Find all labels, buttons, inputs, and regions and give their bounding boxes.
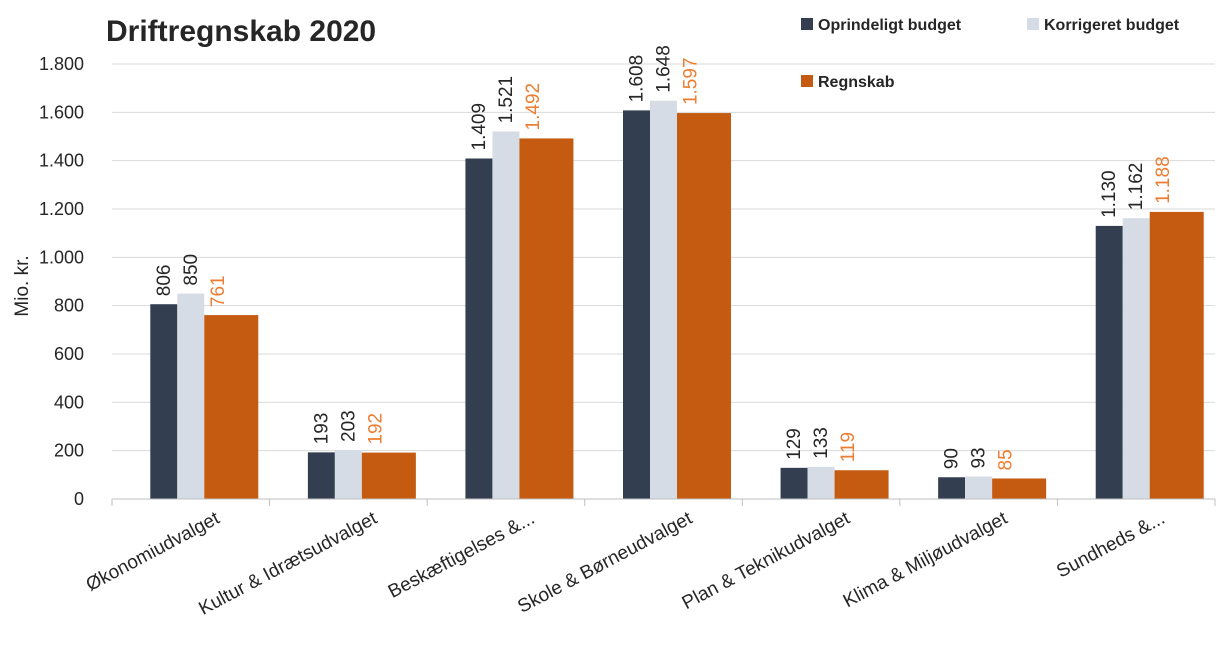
y-tick-label: 1.400 — [39, 151, 84, 171]
y-axis-ticks: 0 200 400 600 800 1.000 1.200 1.400 1.600 1.800 — [39, 54, 84, 509]
x-tick-label: Plan & Teknikudvalget — [679, 508, 854, 614]
bar-oprindeligt-budget — [150, 304, 178, 499]
bar-oprindeligt-budget — [465, 158, 493, 499]
legend-label: Regnskab — [818, 74, 895, 91]
y-tick-label: 1.000 — [39, 247, 84, 267]
x-tick-label: Sundheds &... — [1053, 508, 1168, 583]
bar-regnskab — [992, 478, 1047, 499]
y-tick-label: 1.600 — [39, 102, 84, 122]
data-label: 1.409 — [469, 103, 490, 151]
data-label: 203 — [338, 410, 359, 442]
bar-regnskab — [361, 452, 416, 499]
bar-korrigeret-budget — [965, 476, 993, 499]
y-tick-label: 1.800 — [39, 54, 84, 74]
data-label: 761 — [208, 275, 229, 307]
y-tick-label: 400 — [54, 392, 84, 412]
data-labels: 806 850 761 193 203 192 1.409 1.521 1.492 1.608 1.… — [154, 45, 1174, 470]
bar-regnskab — [1149, 211, 1204, 499]
data-label: 192 — [365, 413, 386, 445]
data-label: 129 — [784, 428, 805, 460]
x-tick-label: Beskæftigelses &... — [385, 508, 538, 603]
data-label: 85 — [996, 449, 1017, 470]
x-tick-label: Kultur & Idrætsudvalget — [196, 508, 382, 620]
bar-oprindeligt-budget — [307, 452, 335, 499]
data-label: 93 — [969, 447, 990, 468]
legend-swatch — [801, 75, 813, 87]
y-tick-label: 800 — [54, 296, 84, 316]
bar-korrigeret-budget — [334, 449, 362, 499]
bar-regnskab — [677, 113, 731, 499]
data-label: 1.162 — [1126, 163, 1147, 211]
data-label: 1.130 — [1099, 170, 1120, 218]
data-label: 850 — [181, 254, 202, 286]
x-tick-label: Skole & Børneudvalget — [514, 508, 696, 618]
bar-oprindeligt-budget — [623, 110, 650, 500]
y-tick-label: 0 — [74, 489, 84, 509]
bar-korrigeret-budget — [177, 293, 205, 499]
y-axis-label: Mio. kr. — [12, 255, 33, 316]
legend-swatch — [1027, 18, 1039, 30]
bar-korrigeret-budget — [492, 131, 520, 500]
legend-label: Korrigeret budget — [1044, 17, 1180, 34]
x-tick-label: Økonomiudvalget — [83, 508, 224, 596]
data-label: 1.648 — [654, 45, 675, 93]
data-label: 1.597 — [681, 58, 702, 106]
data-label: 90 — [942, 448, 963, 469]
bar-oprindeligt-budget — [1095, 225, 1123, 499]
legend: Oprindeligt budget Korrigeret budget Regns… — [801, 17, 1180, 91]
data-label: 133 — [811, 427, 832, 459]
data-label: 1.608 — [627, 55, 648, 103]
legend-label: Oprindeligt budget — [818, 17, 962, 34]
bar-regnskab — [834, 470, 889, 499]
bar-oprindeligt-budget — [780, 467, 808, 499]
y-tick-label: 600 — [54, 344, 84, 364]
data-label: 119 — [838, 432, 859, 462]
bar-regnskab — [204, 315, 259, 499]
x-tick-label: Klima & Miljøudvalget — [840, 508, 1012, 613]
bar-korrigeret-budget — [807, 466, 835, 499]
bar-korrigeret-budget — [650, 100, 677, 499]
legend-swatch — [801, 18, 813, 30]
bars — [150, 100, 1204, 500]
y-tick-label: 1.200 — [39, 199, 84, 219]
y-tick-label: 200 — [54, 441, 84, 461]
data-label: 806 — [154, 265, 175, 297]
data-label: 193 — [311, 413, 332, 445]
chart-title: Driftregnskab 2020 — [106, 15, 376, 48]
data-label: 1.492 — [523, 83, 544, 131]
data-label: 1.521 — [496, 76, 517, 124]
bar-korrigeret-budget — [1122, 218, 1150, 499]
bar-oprindeligt-budget — [938, 477, 966, 499]
data-label: 1.188 — [1153, 156, 1174, 204]
bar-regnskab — [519, 138, 574, 499]
